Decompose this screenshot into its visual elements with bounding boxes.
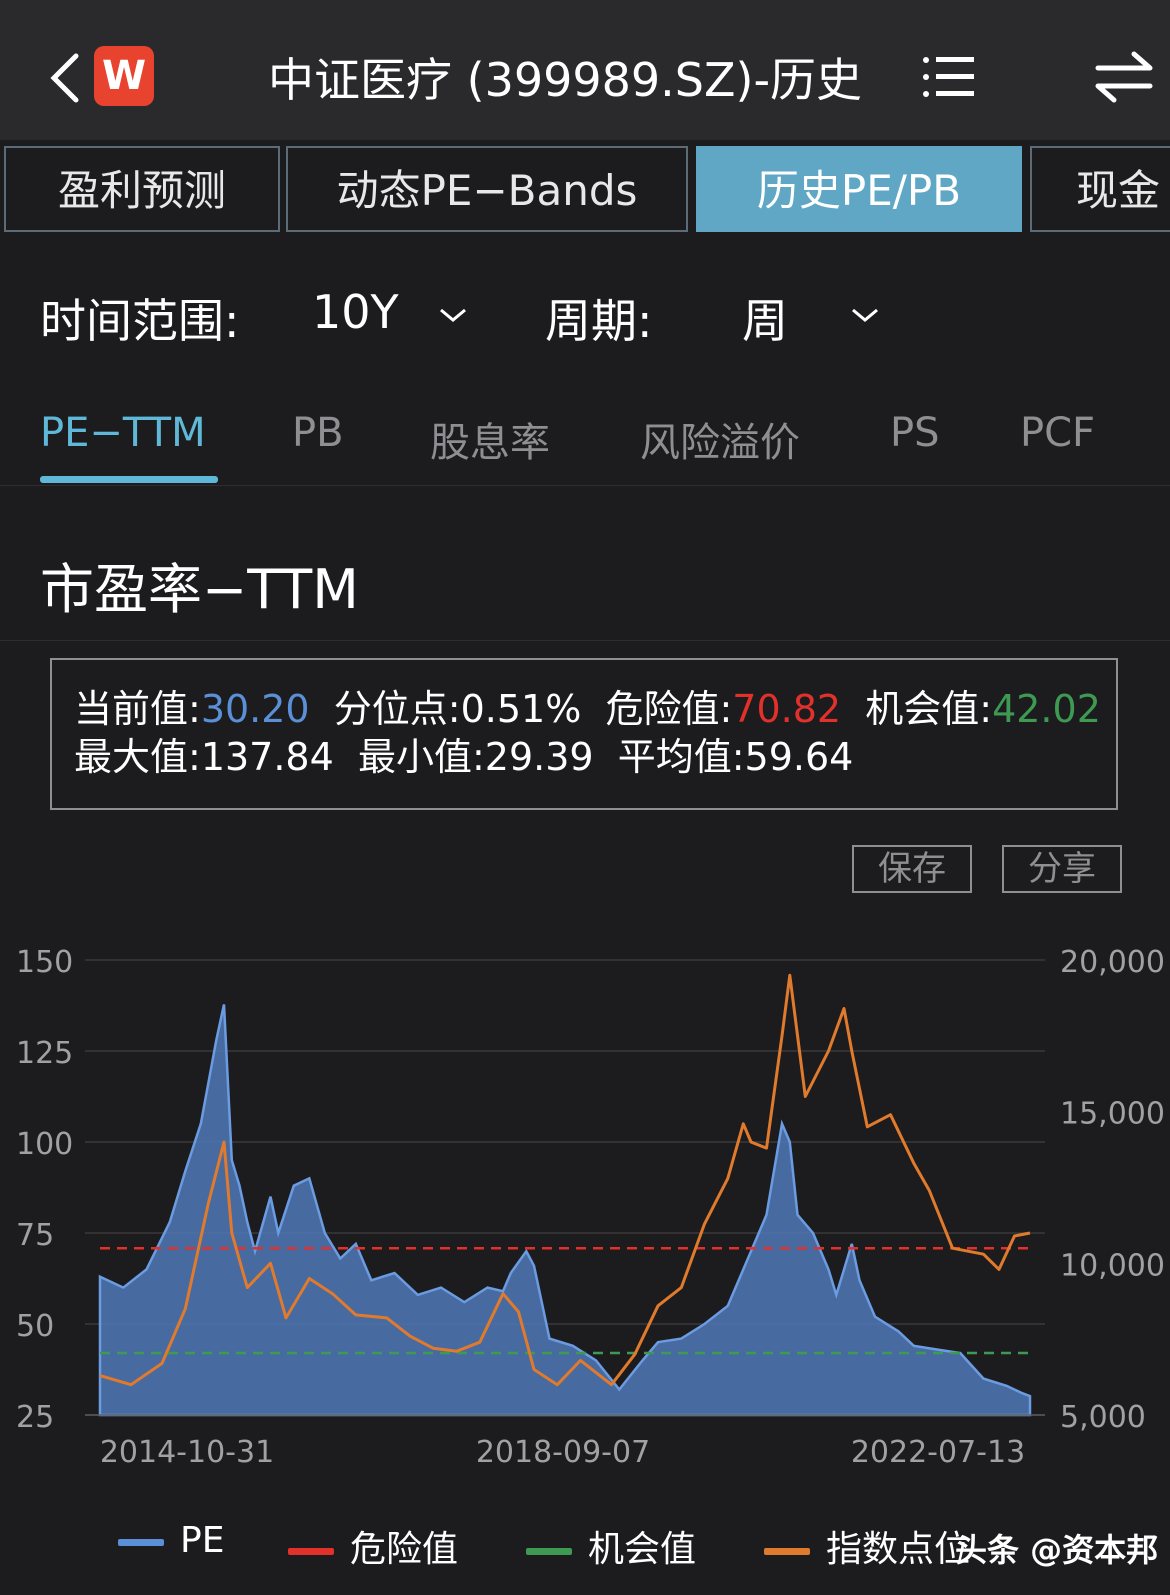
legend-swatch-opportunity [526, 1547, 572, 1555]
active-tab-indicator [40, 476, 218, 483]
left-axis-tick-label: 125 [16, 1036, 73, 1071]
metric-tab-risk-premium[interactable]: 风险溢价 [640, 420, 800, 466]
current-value: 30.20 [200, 687, 310, 731]
left-axis-tick-label: 100 [16, 1127, 73, 1162]
list-menu-icon[interactable] [922, 52, 978, 102]
percentile-value: 0.51% [460, 687, 582, 731]
current-label: 当前值: [74, 687, 201, 731]
swap-icon[interactable] [1094, 48, 1154, 104]
legend-item-pe: PE [118, 1520, 224, 1580]
tab-dynamic-pe-bands[interactable]: 动态PE−Bands [286, 146, 688, 232]
right-axis-tick-label: 20,000 [1060, 945, 1165, 980]
chevron-down-icon[interactable] [850, 305, 880, 325]
period-label: 周期: [545, 294, 653, 348]
legend-label-pe: PE [180, 1520, 225, 1561]
opportunity-label: 机会值: [865, 687, 993, 731]
period-select[interactable]: 周 [742, 294, 788, 348]
tab-cash[interactable]: 现金 [1030, 146, 1170, 232]
left-axis-tick-label: 25 [16, 1400, 54, 1435]
stats-line-1: 当前值:30.20 分位点:0.51% 危险值:70.82 机会值:42.02 [74, 678, 1101, 733]
left-axis-tick-label: 50 [16, 1309, 54, 1344]
left-axis-tick-label: 150 [16, 945, 73, 980]
filter-row: 时间范围: 10Y 周期: 周 [0, 285, 1170, 355]
max-value: 137.84 [200, 735, 334, 779]
back-arrow-icon[interactable] [38, 48, 98, 108]
page-title: 中证医疗 (399989.SZ)-历史 [268, 53, 863, 107]
legend-label-index: 指数点位 [826, 1529, 971, 1570]
legend-label-opportunity: 机会值 [588, 1529, 697, 1570]
danger-value: 70.82 [732, 687, 842, 731]
watermark: 头条 @资本邦 [955, 1531, 1159, 1569]
range-select[interactable]: 10Y [312, 285, 399, 339]
metric-tabs: PE−TTM PB 股息率 风险溢价 PS PCF [0, 400, 1170, 486]
section-title: 市盈率−TTM [40, 558, 359, 621]
right-axis-tick-label: 5,000 [1060, 1400, 1146, 1435]
avg-value: 59.64 [744, 735, 854, 779]
metric-tab-pcf[interactable]: PCF [1020, 410, 1096, 456]
legend-label-danger: 危险值 [350, 1529, 459, 1570]
legend-item-danger: 危险值 [288, 1520, 458, 1580]
metric-tab-pe-ttm[interactable]: PE−TTM [40, 410, 206, 456]
chevron-down-icon[interactable] [438, 305, 468, 325]
metric-tab-dividend-yield[interactable]: 股息率 [430, 420, 550, 466]
legend-swatch-danger [288, 1547, 334, 1555]
min-label: 最小值: [357, 735, 485, 779]
metric-tab-pb[interactable]: PB [292, 410, 344, 456]
tab-history-pe-pb[interactable]: 历史PE/PB [696, 146, 1022, 232]
save-button[interactable]: 保存 [852, 845, 972, 893]
danger-label: 危险值: [605, 687, 733, 731]
opportunity-value: 42.02 [992, 687, 1101, 731]
metric-tab-ps[interactable]: PS [890, 410, 940, 456]
pe-area-series [98, 1004, 1032, 1417]
share-button[interactable]: 分享 [1002, 845, 1122, 893]
legend-swatch-pe [118, 1538, 164, 1546]
legend-swatch-index [764, 1547, 810, 1555]
chart-legend: PE 危险值 机会值 指数点位 [0, 1520, 1170, 1580]
x-axis-tick-label: 2014-10-31 [100, 1435, 274, 1470]
percentile-label: 分位点: [333, 687, 461, 731]
tab-earnings-forecast[interactable]: 盈利预测 [4, 146, 280, 232]
max-label: 最大值: [74, 735, 201, 779]
pe-history-chart: 150 125 100 75 50 25 20,000 15,000 10,000 5,000 20… [16, 945, 1165, 1470]
right-axis-tick-label: 10,000 [1060, 1248, 1165, 1283]
index-line-series [99, 973, 1031, 1387]
stats-box: 当前值:30.20 分位点:0.51% 危险值:70.82 机会值:42.02 … [50, 658, 1118, 810]
legend-item-opportunity: 机会值 [526, 1520, 696, 1580]
min-value: 29.39 [484, 735, 594, 779]
app-logo: W [94, 46, 154, 106]
app-header: W 中证医疗 (399989.SZ)-历史 [0, 0, 1170, 140]
right-axis-tick-label: 15,000 [1060, 1097, 1165, 1132]
range-label: 时间范围: [40, 294, 240, 348]
avg-label: 平均值: [617, 735, 745, 779]
legend-item-index: 指数点位 [764, 1520, 970, 1580]
left-axis-tick-label: 75 [16, 1218, 54, 1253]
divider [0, 640, 1170, 641]
main-tabs: 盈利预测 动态PE−Bands 历史PE/PB 现金 [0, 146, 1170, 236]
x-axis-tick-label: 2022-07-13 [851, 1435, 1025, 1470]
x-axis-tick-label: 2018-09-07 [476, 1435, 650, 1470]
stats-line-2: 最大值:137.84 最小值:29.39 平均值:59.64 [74, 726, 853, 781]
